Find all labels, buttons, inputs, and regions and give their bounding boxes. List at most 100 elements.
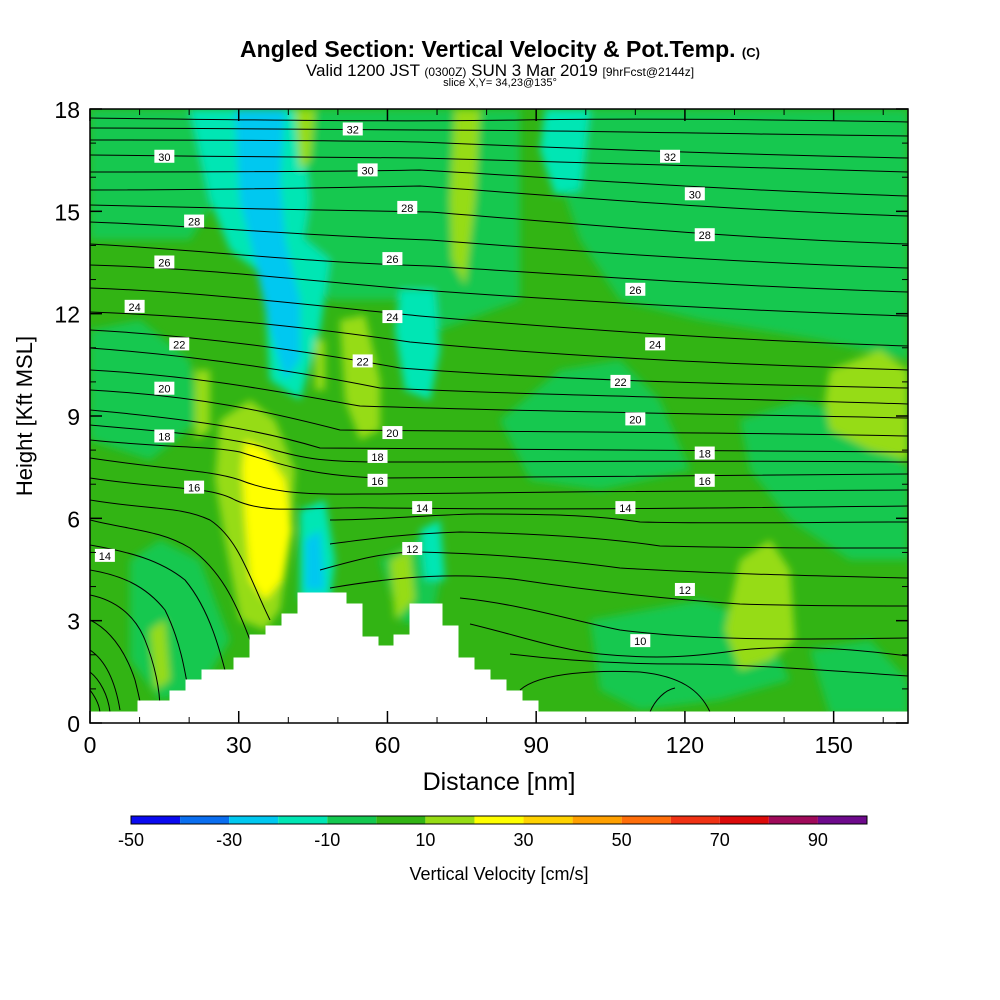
colorbar-swatch — [719, 816, 769, 824]
contour-label-text: 14 — [619, 503, 631, 515]
contour-label-bg — [402, 542, 423, 556]
contour-label-bg — [674, 582, 695, 596]
isentrope — [90, 439, 908, 479]
field-region — [90, 320, 200, 460]
colorbar-tick-label: 10 — [415, 830, 435, 850]
isentrope — [90, 221, 908, 269]
isentrope — [90, 347, 908, 405]
contour-label-bg — [94, 548, 115, 562]
isentrope — [329, 575, 908, 607]
contour-label-text: 20 — [629, 414, 641, 426]
colorbar-swatch — [572, 816, 622, 824]
contour-label-bg — [694, 446, 715, 460]
contour-label-text: 30 — [689, 189, 701, 201]
colorbar-swatch — [376, 816, 426, 824]
colorbar-swatch — [817, 816, 867, 824]
isentrope — [90, 243, 908, 293]
contour-label-text: 16 — [371, 476, 383, 488]
field-region — [340, 315, 380, 440]
isentrope — [90, 311, 908, 371]
field-region — [420, 520, 445, 580]
contour-label: 12 — [402, 542, 423, 556]
contour-label-bg — [154, 149, 175, 163]
contour-label: 18 — [694, 446, 715, 461]
isentrope — [459, 597, 908, 640]
contour-label-bg — [694, 473, 715, 487]
contour-label-bg — [184, 214, 205, 228]
contour-label-bg — [169, 337, 190, 351]
y-tick-label: 12 — [54, 302, 80, 328]
contour-label-text: 18 — [699, 449, 711, 461]
contour-label: 24 — [124, 299, 145, 314]
isentrope — [90, 671, 111, 713]
contour-label-text: 30 — [361, 165, 373, 177]
colorbar-label: Vertical Velocity [cm/s] — [409, 864, 588, 884]
isentrope — [90, 127, 908, 137]
contour-label: 14 — [94, 548, 115, 563]
contour-label: 28 — [694, 228, 715, 242]
colorbar-swatch — [621, 816, 671, 824]
isentrope — [90, 569, 191, 701]
isentrope — [90, 117, 908, 123]
contour-label-text: 10 — [634, 636, 646, 648]
contour-label-text: 26 — [629, 285, 641, 297]
y-tick-label: 18 — [54, 97, 80, 123]
isentrope — [329, 531, 908, 549]
contour-label-text: 20 — [386, 428, 398, 440]
forecast-info: [9hrFcst@2144z] — [602, 65, 695, 79]
contour-label: 20 — [625, 412, 646, 426]
contour-label-text: 28 — [401, 203, 413, 215]
contour-labels: 1430282624222018163230282624222018161412… — [94, 122, 715, 648]
colorbar-tick-label: -10 — [314, 830, 340, 850]
contour-label: 16 — [184, 480, 205, 495]
field-region — [235, 109, 300, 380]
contour-label: 14 — [412, 501, 433, 515]
colorbar-swatch — [670, 816, 720, 824]
isentrope — [90, 264, 908, 317]
contour-label-bg — [625, 282, 646, 296]
contour-label-bg — [367, 449, 388, 463]
contour-label: 18 — [154, 429, 175, 443]
field-region — [390, 550, 415, 620]
contour-label: 32 — [342, 122, 363, 136]
contour-label: 12 — [674, 582, 695, 597]
contour-label: 20 — [154, 381, 175, 396]
isentrope — [90, 287, 908, 347]
contour-label-text: 18 — [158, 431, 170, 443]
x-tick-label: 120 — [666, 732, 704, 758]
contour-label-bg — [154, 381, 175, 395]
isentrope — [519, 670, 711, 713]
slice-info: slice X,Y= 34,23@135° — [443, 77, 557, 89]
field-region — [825, 350, 908, 460]
field-region — [295, 109, 315, 170]
valid-date: SUN 3 Mar 2019 — [471, 61, 598, 80]
contour-label-text: 28 — [699, 230, 711, 242]
contour-label-bg — [684, 187, 705, 201]
valid-zulu: (0300Z) — [424, 65, 467, 79]
contour-label: 22 — [352, 354, 373, 368]
colorbar-swatch — [768, 816, 818, 824]
contour-label-bg — [352, 354, 373, 368]
contour-label-text: 24 — [649, 339, 661, 351]
contour-label: 28 — [397, 200, 418, 215]
contour-label-bg — [124, 299, 145, 313]
contour-label: 30 — [684, 187, 705, 201]
isentrope — [90, 519, 251, 641]
field-region — [315, 340, 325, 390]
contour-label-text: 24 — [386, 312, 398, 324]
isentrope-lines — [90, 117, 908, 716]
contour-label-text: 20 — [158, 384, 170, 396]
x-tick-label: 30 — [226, 732, 252, 758]
chart-title-units: (C) — [741, 45, 760, 60]
contour-label-text: 14 — [416, 503, 428, 515]
contour-label: 26 — [154, 255, 175, 270]
isentrope — [90, 544, 231, 691]
isentrope — [90, 594, 161, 711]
contour-label-bg — [382, 310, 403, 324]
field-region — [395, 290, 440, 400]
contour-label-text: 18 — [371, 452, 383, 464]
isentrope — [90, 424, 908, 463]
x-tick-label: 150 — [814, 732, 852, 758]
isentrope — [90, 169, 908, 197]
contour-label-bg — [382, 426, 403, 440]
